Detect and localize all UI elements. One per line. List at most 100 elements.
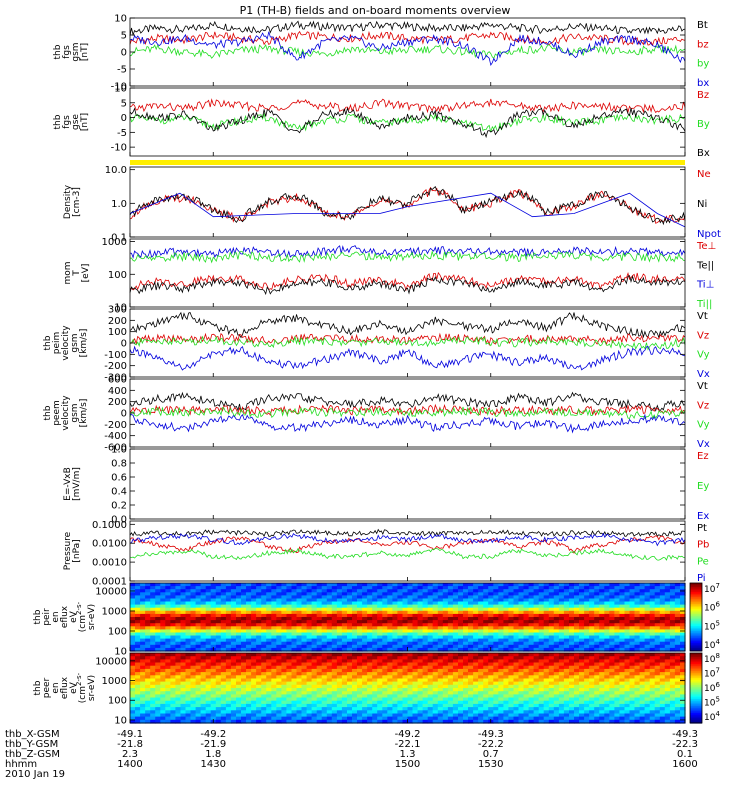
heatmap-cell [311,694,318,699]
heatmap-cell [543,586,550,590]
legend-label: bz [697,39,709,50]
heatmap-cell [473,710,479,715]
heatmap-cell [412,586,419,590]
heatmap-cell [483,665,489,670]
heatmap-cell [447,713,454,718]
heatmap-cell [135,719,141,724]
heatmap-cell [326,713,333,718]
heatmap-cell [548,672,555,676]
heatmap-cell [336,623,343,627]
heatmap-cell [407,662,414,667]
heatmap-cell [246,691,252,695]
heatmap-cell [614,691,620,695]
heatmap-cell [150,697,156,702]
heatmap-cell [508,710,514,715]
heatmap-cell [639,601,646,606]
heatmap-cell [165,647,171,652]
heatmap-cell [347,665,353,670]
heatmap-cell [473,672,479,676]
heatmap-cell [412,647,419,652]
heatmap-cell [347,697,353,702]
heatmap-cell [392,707,398,711]
heatmap-cell [331,713,338,718]
heatmap-cell [422,672,429,676]
heatmap-cell [276,703,282,708]
heatmap-cell [458,595,464,600]
heatmap-cell [130,647,136,652]
heatmap-cell [478,659,484,664]
heatmap-cell [417,719,424,724]
heatmap-cell [452,595,459,600]
heatmap-cell [498,668,504,673]
heatmap-cell [523,607,530,612]
heatmap-cell [236,617,242,621]
heatmap-cell [543,668,550,673]
heatmap-cell [301,694,308,699]
heatmap-cell [256,678,262,683]
heatmap-cell [584,620,590,624]
heatmap-cell [533,626,540,630]
heatmap-cell [437,592,444,596]
heatmap-cell [442,644,449,649]
ylabel-pressure: Pressure [nPa] [63,531,82,570]
heatmap-cell [296,620,303,624]
heatmap-cell [669,641,676,646]
legend-label: Bx [697,148,710,159]
heatmap-cell [296,659,303,664]
heatmap-cell [331,672,338,676]
heatmap-cell [220,598,227,603]
heatmap-cell [160,707,166,711]
heatmap-cell [447,684,454,689]
heatmap-cell [175,684,181,689]
heatmap-cell [599,710,605,715]
heatmap-cell [619,719,625,724]
heatmap-cell [291,707,298,711]
heatmap-cell [236,641,242,646]
heatmap-cell [574,613,580,618]
heatmap-cell [412,716,419,721]
heatmap-cell [518,700,525,705]
heatmap-cell [165,691,171,695]
heatmap-cell [276,700,282,705]
heatmap-cell [195,662,202,667]
heatmap-cell [205,668,212,673]
heatmap-cell [533,613,540,618]
colorbar-step [690,601,702,604]
heatmap-cell [619,659,625,664]
heatmap-cell [407,647,414,652]
heatmap-cell [261,610,267,615]
heatmap-cell [352,629,358,634]
heatmap-cell [664,589,671,593]
heatmap-cell [291,719,298,724]
heatmap-cell [180,672,187,676]
heatmap-cell [251,598,257,603]
heatmap-cell [407,632,414,637]
heatmap-cell [619,710,625,715]
heatmap-cell [271,688,277,692]
ylabel-line: en [51,611,61,622]
heatmap-cell [584,691,590,695]
heatmap-cell [352,662,358,667]
heatmap-cell [276,613,282,618]
heatmap-cell [372,607,378,612]
heatmap-cell [271,684,277,689]
heatmap-cell [402,694,409,699]
heatmap-cell [215,662,222,667]
heatmap-cell [513,710,520,715]
heatmap-cell [397,700,403,705]
heatmap-cell [478,601,484,606]
heatmap-cell [347,700,353,705]
ytick-label: -5 [117,128,127,139]
heatmap-cell [341,672,348,676]
heatmap-cell [367,617,373,621]
heatmap-cell [251,589,257,593]
heatmap-cell [155,647,161,652]
heatmap-cell [291,638,298,643]
colorbar-step [690,628,702,632]
heatmap-cell [256,653,262,657]
heatmap-cell [483,719,489,724]
heatmap-cell [619,694,625,699]
heatmap-cell [538,707,545,711]
heatmap-cell [538,668,545,673]
heatmap-cell [432,716,439,721]
